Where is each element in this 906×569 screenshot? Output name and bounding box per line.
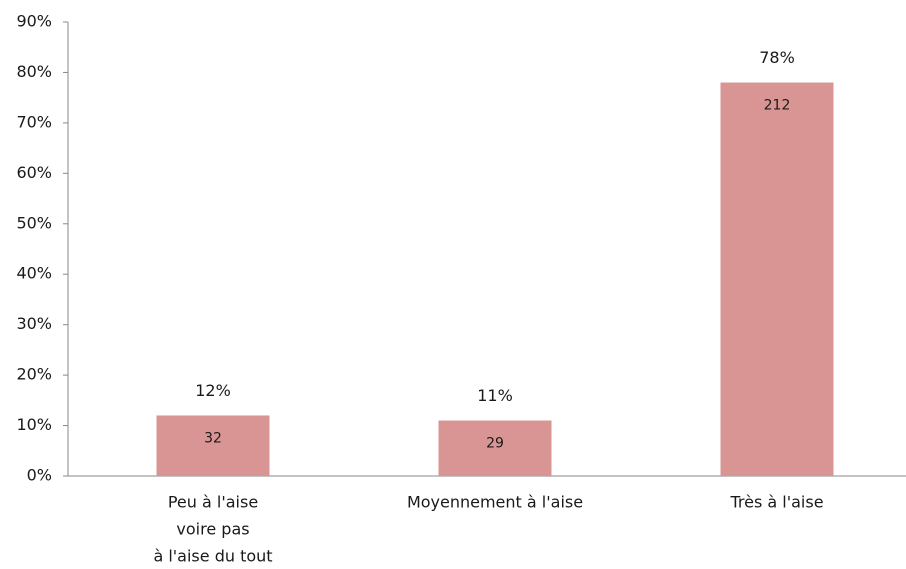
value-label: 12%	[195, 381, 231, 400]
bar	[438, 420, 552, 476]
x-tick-label: voire pas	[176, 520, 249, 539]
value-label: 78%	[759, 48, 795, 67]
y-tick-label: 30%	[16, 314, 52, 333]
y-tick-label: 90%	[16, 12, 52, 31]
x-tick-label: Peu à l'aise	[168, 493, 258, 512]
count-label: 29	[486, 436, 504, 452]
y-tick-label: 0%	[27, 466, 52, 485]
y-tick-label: 40%	[16, 264, 52, 283]
y-tick-label: 20%	[16, 365, 52, 384]
y-tick-label: 10%	[16, 415, 52, 434]
y-tick-label: 70%	[16, 112, 52, 131]
bar	[720, 82, 834, 477]
bar	[156, 415, 270, 476]
y-tick-label: 80%	[16, 62, 52, 81]
x-tick-label: Moyennement à l'aise	[407, 493, 583, 512]
y-tick-label: 60%	[16, 163, 52, 182]
value-label: 11%	[477, 386, 513, 405]
x-tick-label: à l'aise du tout	[153, 547, 272, 566]
y-tick-label: 50%	[16, 213, 52, 232]
count-label: 32	[204, 430, 222, 446]
count-label: 212	[764, 98, 791, 114]
x-tick-label: Très à l'aise	[729, 493, 823, 512]
